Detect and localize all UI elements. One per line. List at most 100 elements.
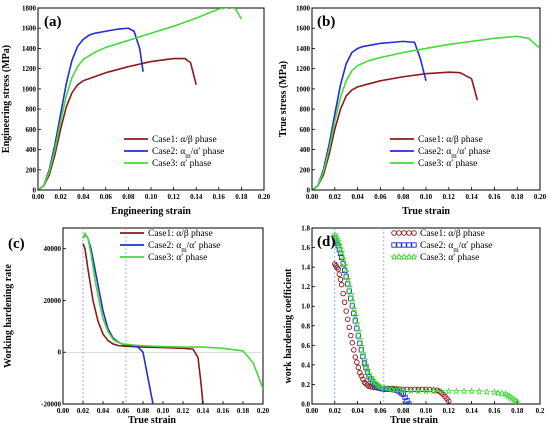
data-point <box>351 310 357 317</box>
y-tick-label: 1800 <box>22 5 37 13</box>
y-tick-label: 400 <box>26 146 37 154</box>
data-point <box>340 290 346 297</box>
x-tick-label: 0.16 <box>213 193 226 201</box>
panel-a-frame <box>37 7 265 191</box>
data-point <box>343 274 349 280</box>
x-tick-label: 0.10 <box>420 407 433 415</box>
y-tick-label: 1000 <box>22 85 37 93</box>
legend-label-2: Case2: αm/α′ phase <box>420 241 492 254</box>
x-tick-label: 0.08 <box>137 407 150 415</box>
panel-b-xlabel: True strain <box>402 206 450 217</box>
data-point <box>498 389 506 397</box>
x-tick-label: 0.00 <box>306 193 319 201</box>
panel-a-xlabel: Engineering strain <box>111 206 191 217</box>
y-tick-label: 20000 <box>44 297 62 305</box>
panel-d-work-hardening-coefficient: (d) True strain work hardening coefficie… <box>283 225 545 427</box>
x-tick-label: 0.10 <box>145 193 158 201</box>
data-point <box>406 401 412 404</box>
x-tick-label: 0.08 <box>397 193 410 201</box>
y-tick-label: 1.8 <box>301 225 310 233</box>
y-tick-label: 600 <box>300 126 311 134</box>
x-tick-label: 0.08 <box>397 407 410 415</box>
x-tick-label: 0.02 <box>54 193 67 201</box>
series-3-line <box>312 35 540 190</box>
legend-label-1: Case1: α/β phase <box>420 229 485 239</box>
x-tick-label: 0.14 <box>465 193 478 201</box>
data-point <box>346 324 352 331</box>
data-point <box>336 271 343 278</box>
y-tick-label: 0.4 <box>301 361 310 369</box>
series-2-line <box>312 40 427 190</box>
data-point <box>338 281 345 288</box>
y-tick-label: 1.4 <box>301 264 310 272</box>
x-tick-label: 0.18 <box>511 407 524 415</box>
x-tick-label: 0.18 <box>235 193 248 201</box>
legend-marker <box>406 242 412 248</box>
panel-c-xlabel: True strain <box>128 415 176 426</box>
data-point <box>362 360 370 369</box>
data-point <box>349 304 358 313</box>
y-tick-label: 1200 <box>296 65 311 73</box>
data-point <box>341 299 348 306</box>
legend-marker <box>391 242 397 248</box>
legend-label-3: Case3: α′ phase <box>152 159 211 169</box>
x-tick-label: 0.04 <box>351 193 364 201</box>
legend-marker <box>401 242 407 248</box>
data-point <box>348 332 354 339</box>
legend-marker <box>405 252 413 261</box>
x-tick-label: 0.04 <box>77 193 90 201</box>
x-tick-label: 0.16 <box>217 407 230 415</box>
legend-marker <box>396 230 402 236</box>
y-tick-label: 1400 <box>296 45 311 53</box>
legend-marker <box>400 252 408 261</box>
y-tick-label: 1.2 <box>301 283 310 291</box>
panel-d-letter: (d) <box>317 234 335 250</box>
data-point <box>343 275 352 283</box>
data-point <box>335 241 344 249</box>
x-tick-label: 0.08 <box>122 193 135 201</box>
data-point <box>337 248 346 256</box>
y-tick-label: 800 <box>300 106 311 114</box>
x-tick-label: 0.04 <box>351 407 364 415</box>
data-point <box>406 386 415 394</box>
x-tick-label: 0.00 <box>32 193 45 201</box>
y-tick-label: 0.2 <box>301 381 310 389</box>
x-tick-label: 0.2 <box>536 407 545 415</box>
data-point <box>352 319 361 328</box>
panel-b-ylabel: True stress (MPa) <box>278 61 289 137</box>
x-tick-label: 0.10 <box>420 193 433 201</box>
data-point <box>423 386 429 393</box>
panel-b-letter: (b) <box>317 14 335 30</box>
legend-marker <box>406 230 412 236</box>
y-tick-label: 600 <box>26 126 37 134</box>
plot-area <box>330 228 522 404</box>
x-tick-label: 0.14 <box>465 407 478 415</box>
series-2-line <box>38 27 144 190</box>
data-point <box>437 387 446 395</box>
data-point <box>475 387 484 395</box>
data-point <box>357 342 366 350</box>
legend-marker <box>411 230 417 236</box>
data-point <box>422 387 430 395</box>
legend-marker <box>395 252 403 261</box>
panel-c-ylabel: Working hardening rate <box>3 263 14 367</box>
panel-a-engineering-stress-strain: (a) Engineering strain Engineering stres… <box>1 5 271 218</box>
panel-b-legend: Case1: α/β phase Case2: αm/α′ phaseCase3:… <box>390 135 490 169</box>
data-point <box>334 237 343 246</box>
y-tick-label: 0 <box>33 187 37 195</box>
data-point <box>384 384 392 392</box>
panel-b-true-stress-strain: (b) True strain True stress (MPa) 0.00 0.… <box>278 5 547 218</box>
data-point <box>399 386 408 394</box>
y-tick-label: 200 <box>300 166 311 174</box>
data-point <box>351 311 360 320</box>
panel-c-working-hardening-rate: (c) True strain Working hardening rate 0… <box>3 227 270 426</box>
data-point <box>344 316 351 323</box>
x-tick-label: 0.10 <box>157 407 170 415</box>
x-tick-label: 0.12 <box>167 193 180 201</box>
plot-area <box>63 228 263 404</box>
data-point <box>343 308 349 314</box>
legend-label-2: Case2: αm/α′ phase <box>148 241 220 254</box>
data-point <box>357 369 363 376</box>
y-tick-label: 1600 <box>296 25 311 33</box>
